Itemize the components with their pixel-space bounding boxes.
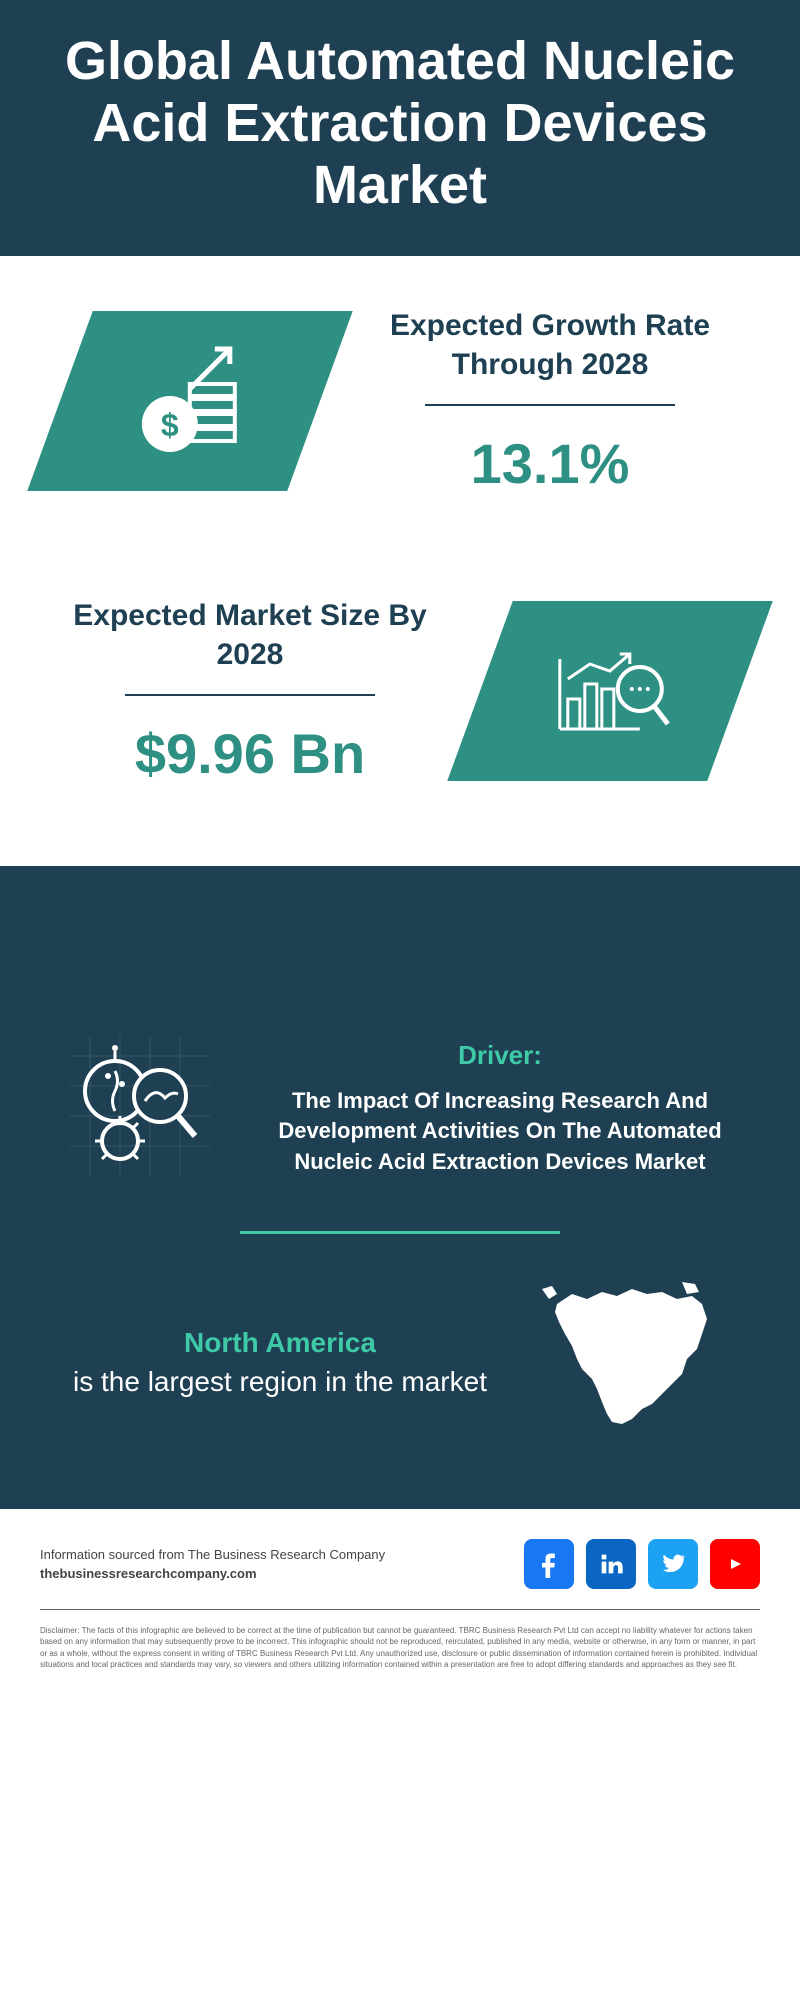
footer-source: Information sourced from The Business Re… xyxy=(40,1545,385,1584)
region-highlight: North America xyxy=(184,1327,376,1358)
dark-info-section: Driver: The Impact Of Increasing Researc… xyxy=(0,986,800,1509)
region-desc: is the largest region in the market xyxy=(73,1366,487,1397)
divider xyxy=(425,404,675,406)
growth-icon-box: $ xyxy=(27,311,353,491)
footer-top: Information sourced from The Business Re… xyxy=(40,1539,760,1610)
facebook-icon[interactable] xyxy=(524,1539,574,1589)
social-icons xyxy=(524,1539,760,1589)
youtube-icon[interactable] xyxy=(710,1539,760,1589)
driver-description: The Impact Of Increasing Research And De… xyxy=(260,1086,740,1178)
growth-value: 13.1% xyxy=(360,431,740,496)
market-text: Expected Market Size By 2028 $9.96 Bn xyxy=(60,596,440,786)
driver-label: Driver: xyxy=(260,1040,740,1071)
stat-market-size: Expected Market Size By 2028 $9.96 Bn xyxy=(0,546,800,836)
driver-text: Driver: The Impact Of Increasing Researc… xyxy=(260,1040,740,1178)
disclaimer-text: Disclaimer: The facts of this infographi… xyxy=(40,1625,760,1670)
market-label: Expected Market Size By 2028 xyxy=(60,596,440,674)
stat-growth-rate: $ Expected Growth Rate Through 2028 13.1… xyxy=(0,256,800,546)
footer: Information sourced from The Business Re… xyxy=(0,1509,800,1690)
linkedin-icon[interactable] xyxy=(586,1539,636,1589)
chart-analysis-icon xyxy=(540,629,680,754)
divider xyxy=(125,694,375,696)
source-line2: thebusinessresearchcompany.com xyxy=(40,1564,385,1584)
region-row: North America is the largest region in t… xyxy=(60,1274,740,1449)
header-banner: Global Automated Nucleic Acid Extraction… xyxy=(0,0,800,256)
main-title: Global Automated Nucleic Acid Extraction… xyxy=(40,30,760,216)
market-value: $9.96 Bn xyxy=(60,721,440,786)
source-line1: Information sourced from The Business Re… xyxy=(40,1545,385,1565)
north-america-map-icon xyxy=(527,1274,727,1449)
city-skyline xyxy=(0,866,800,986)
svg-text:$: $ xyxy=(161,407,179,443)
growth-label: Expected Growth Rate Through 2028 xyxy=(360,306,740,384)
twitter-icon[interactable] xyxy=(648,1539,698,1589)
growth-text: Expected Growth Rate Through 2028 13.1% xyxy=(360,306,740,496)
market-icon-box xyxy=(447,601,773,781)
region-text: North America is the largest region in t… xyxy=(73,1323,487,1401)
money-growth-icon: $ xyxy=(120,339,260,464)
research-icon xyxy=(60,1026,220,1191)
driver-row: Driver: The Impact Of Increasing Researc… xyxy=(60,1026,740,1191)
teal-divider xyxy=(240,1231,560,1234)
